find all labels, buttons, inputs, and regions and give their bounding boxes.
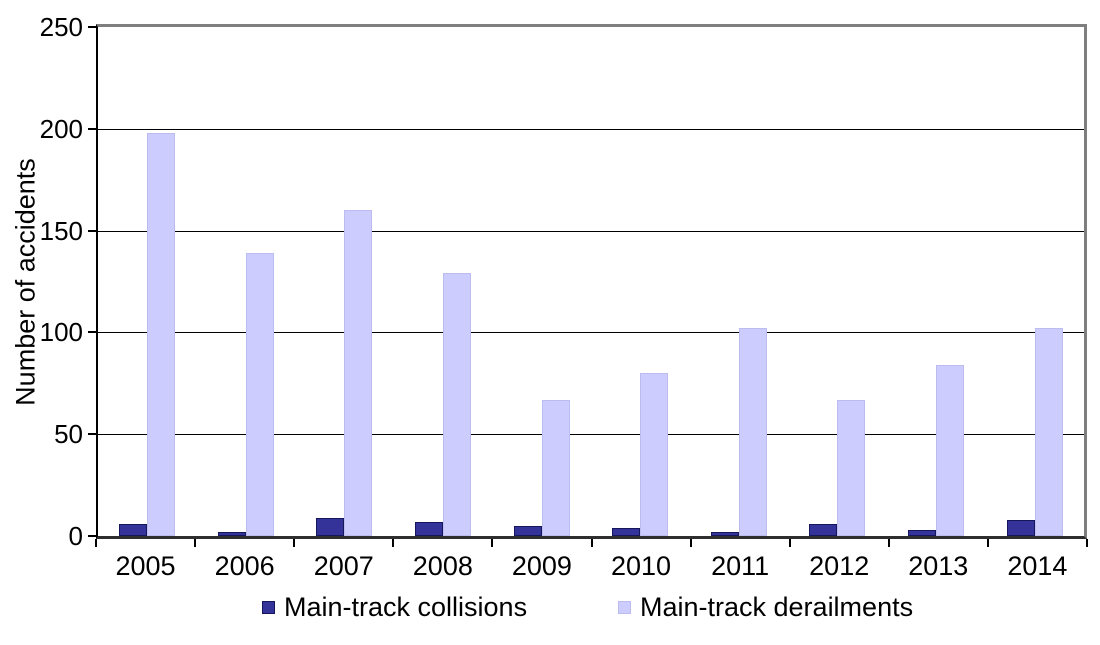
bar-main-track-derailments-2005 <box>147 133 176 536</box>
bar-group-2013 <box>887 27 986 536</box>
bar-main-track-collisions-2005 <box>119 524 148 536</box>
bar-group-2009 <box>492 27 591 536</box>
bar-group-2007 <box>295 27 394 536</box>
bar-main-track-derailments-2008 <box>443 273 472 536</box>
legend-label-derailments: Main-track derailments <box>640 591 914 622</box>
legend-swatch-collisions-icon <box>262 600 275 614</box>
bar-group-2011 <box>690 27 789 536</box>
bar-group-2006 <box>197 27 296 536</box>
bar-main-track-collisions-2008 <box>415 522 444 536</box>
x-tick-5 <box>590 539 593 547</box>
x-axis-label-2012: 2012 <box>809 551 870 581</box>
y-tick-150 <box>88 229 96 232</box>
bar-main-track-derailments-2010 <box>640 373 669 536</box>
y-tick-50 <box>88 433 96 436</box>
x-axis-ticks <box>95 539 1088 547</box>
x-axis-label-2014: 2014 <box>1007 551 1068 581</box>
y-axis-label-0: 0 <box>68 521 83 551</box>
y-tick-250 <box>88 26 96 28</box>
x-tick-7 <box>788 539 791 547</box>
y-axis-tick-labels: 0 50 100 150 200 250 <box>0 14 83 549</box>
bar-main-track-derailments-2014 <box>1034 328 1063 536</box>
bar-group-2005 <box>98 27 197 536</box>
x-axis-label-2006: 2006 <box>214 551 275 581</box>
gridline-200 <box>98 128 1084 130</box>
y-tick-200 <box>88 127 96 130</box>
bar-main-track-collisions-2009 <box>513 526 542 536</box>
bar-main-track-collisions-2010 <box>612 528 641 536</box>
legend-entry-derailments: Main-track derailments <box>618 591 914 622</box>
bar-main-track-collisions-2014 <box>1006 520 1035 536</box>
legend-entry-collisions: Main-track collisions <box>262 591 528 622</box>
x-axis-label-2010: 2010 <box>610 551 672 581</box>
bar-main-track-derailments-2011 <box>738 328 767 536</box>
x-axis-label-2005: 2005 <box>115 551 176 581</box>
x-tick-2 <box>293 539 296 547</box>
y-tick-100 <box>88 331 96 334</box>
x-tick-4 <box>491 539 494 547</box>
bar-main-track-derailments-2007 <box>344 210 373 536</box>
bar-group-2010 <box>591 27 690 536</box>
bar-main-track-collisions-2007 <box>316 518 345 536</box>
x-axis-label-2011: 2011 <box>711 551 770 581</box>
bar-main-track-derailments-2012 <box>837 400 866 536</box>
bar-group-2012 <box>788 27 887 536</box>
gridline-50 <box>98 434 1084 436</box>
plot-area <box>96 24 1087 539</box>
gridline-100 <box>98 332 1084 334</box>
y-axis-label-50: 50 <box>54 419 83 450</box>
y-axis-label-150: 150 <box>39 215 83 246</box>
y-axis-ticks <box>88 26 96 537</box>
x-tick-8 <box>887 539 890 547</box>
gridline-150 <box>98 230 1084 232</box>
bar-main-track-derailments-2009 <box>541 400 570 536</box>
x-tick-0 <box>95 539 97 547</box>
bar-main-track-collisions-2006 <box>217 532 246 536</box>
x-tick-3 <box>392 539 395 547</box>
bar-main-track-collisions-2012 <box>809 524 838 536</box>
y-axis-label-200: 200 <box>39 113 83 144</box>
x-tick-10 <box>1086 539 1088 547</box>
x-axis-tick-labels: 2005 2006 2007 2008 2009 2010 2011 2012 2013 2014 <box>96 551 1087 582</box>
legend-swatch-derailments-icon <box>618 600 631 614</box>
legend-label-collisions: Main-track collisions <box>284 591 528 622</box>
bar-main-track-derailments-2006 <box>245 253 274 536</box>
x-axis-label-2007: 2007 <box>313 551 374 581</box>
x-axis-label-2013: 2013 <box>908 551 969 581</box>
x-tick-9 <box>986 539 989 547</box>
bar-group-2014 <box>985 27 1084 536</box>
x-axis-label-2008: 2008 <box>412 551 473 581</box>
y-tick-0 <box>88 535 96 537</box>
x-axis-label-2009: 2009 <box>511 551 572 581</box>
y-axis-label-250: 250 <box>39 12 83 42</box>
bars-row <box>98 27 1084 536</box>
x-tick-1 <box>194 539 197 547</box>
bar-main-track-collisions-2011 <box>710 532 739 536</box>
y-axis-label-100: 100 <box>39 317 83 348</box>
bar-main-track-derailments-2013 <box>936 365 965 536</box>
x-tick-6 <box>689 539 692 547</box>
bar-main-track-collisions-2013 <box>908 530 937 536</box>
bar-group-2008 <box>394 27 493 536</box>
